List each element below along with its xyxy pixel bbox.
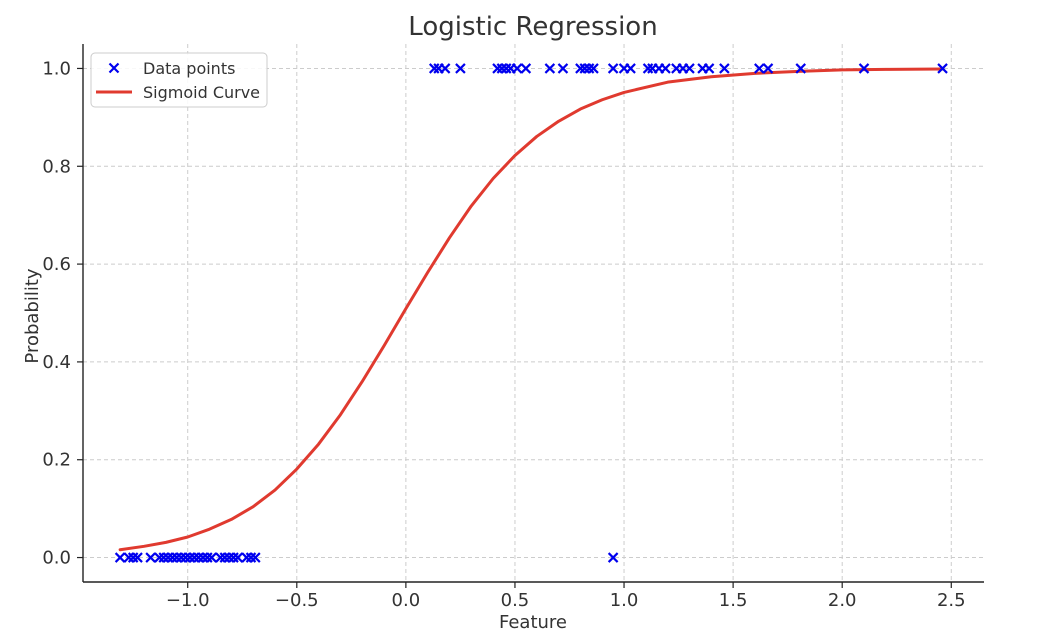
data-point <box>588 63 599 74</box>
x-tick-label: 1.5 <box>719 590 748 611</box>
data-point <box>193 552 204 563</box>
data-point <box>544 63 556 74</box>
data-point <box>428 63 440 74</box>
data-point <box>858 63 870 74</box>
x-axis-label: Feature <box>499 612 567 633</box>
data-point <box>607 63 619 74</box>
data-point <box>206 552 217 563</box>
data-point <box>167 552 178 563</box>
data-point <box>123 552 135 563</box>
chart-title: Logistic Regression <box>408 12 657 42</box>
y-axis-label: Probability <box>22 268 43 363</box>
data-point <box>127 552 139 563</box>
data-point <box>219 552 231 563</box>
data-point <box>496 63 508 74</box>
x-tick-label: −1.0 <box>166 590 210 611</box>
data-point <box>162 552 174 563</box>
data-point <box>762 63 774 74</box>
data-point <box>455 63 466 74</box>
data-point <box>500 63 512 74</box>
x-tick-label: 0.0 <box>392 590 421 611</box>
data-point <box>511 63 523 74</box>
data-point <box>184 552 196 563</box>
data-point <box>175 552 187 563</box>
data-point <box>114 552 126 563</box>
y-tick-label: 0.6 <box>42 254 71 275</box>
x-tick-label: 0.5 <box>501 590 530 611</box>
data-point <box>202 552 213 563</box>
y-tick-label: 1.0 <box>42 58 71 79</box>
data-point <box>228 552 239 563</box>
data-point <box>795 63 807 74</box>
axes <box>77 44 984 588</box>
data-point <box>583 63 595 74</box>
data-point <box>158 552 169 563</box>
data-point <box>607 552 619 563</box>
legend-box <box>90 52 268 108</box>
sigmoid-curve <box>118 67 945 552</box>
data-point <box>625 63 636 74</box>
data-point <box>171 552 183 563</box>
data-point <box>579 63 591 74</box>
data-point <box>241 552 252 563</box>
data-point <box>188 552 200 563</box>
x-tick-label: 2.0 <box>828 590 857 611</box>
data-point <box>703 63 715 74</box>
data-point <box>660 63 671 74</box>
data-point <box>575 63 586 74</box>
y-tick-label: 0.8 <box>42 156 71 177</box>
data-point <box>145 552 156 563</box>
x-tick-label: 2.5 <box>937 590 966 611</box>
data-point <box>492 63 503 74</box>
sigmoid-curve-layer <box>118 67 945 552</box>
data-points-layer <box>114 63 948 563</box>
grid <box>83 44 984 582</box>
x-tick-label: −0.5 <box>275 590 319 611</box>
data-point <box>154 552 165 563</box>
data-point <box>937 63 948 74</box>
y-tick-label: 0.0 <box>42 548 71 569</box>
data-point <box>180 552 191 563</box>
data-point <box>520 63 532 74</box>
y-tick-label: 0.4 <box>42 352 71 373</box>
x-tick-label: 1.0 <box>610 590 639 611</box>
legend-label-data-points: Data points <box>143 59 235 78</box>
data-point <box>642 63 654 74</box>
tick-labels: −1.0 −0.5 0.0 0.5 1.0 1.5 2.0 2.5 0.0 0.2 0.4 0.6 0.… <box>42 58 965 611</box>
data-point <box>439 63 451 74</box>
data-point <box>250 552 261 563</box>
data-point <box>245 552 257 563</box>
data-point <box>215 552 226 563</box>
legend-label-sigmoid-curve: Sigmoid Curve <box>143 83 260 102</box>
data-point <box>232 552 244 563</box>
data-point <box>197 552 209 563</box>
legend-marker-data-points <box>108 62 120 74</box>
legend: Data points Sigmoid Curve <box>90 52 268 108</box>
data-point <box>132 552 143 563</box>
data-point <box>223 552 235 563</box>
data-point <box>684 63 695 74</box>
data-point <box>557 63 569 74</box>
y-tick-label: 0.2 <box>42 450 71 471</box>
data-point <box>719 63 730 74</box>
data-point <box>754 63 765 74</box>
